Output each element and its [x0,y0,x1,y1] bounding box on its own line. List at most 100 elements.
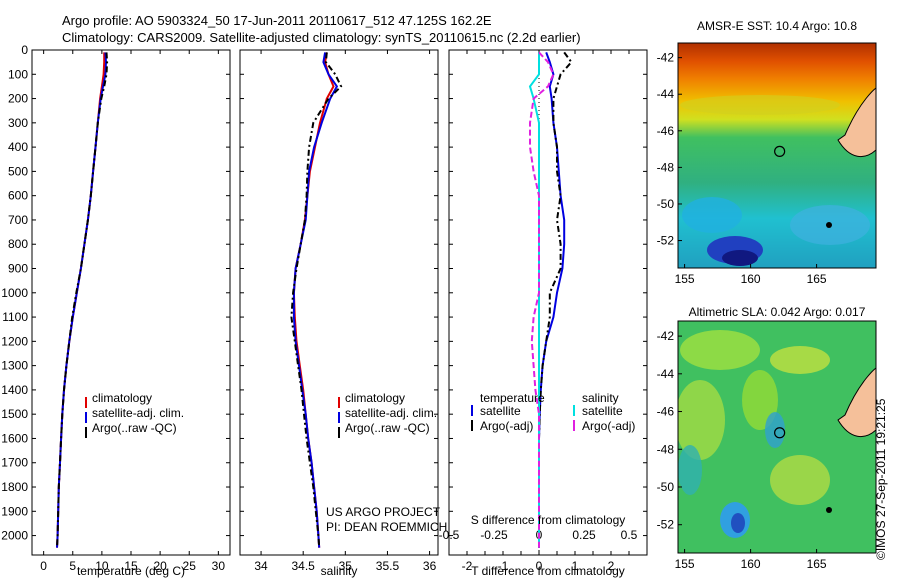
y-tick-label: 1800 [1,480,28,494]
svg-text:Argo(-adj): Argo(-adj) [480,419,533,433]
x-tick-label: -2 [462,559,473,573]
svg-text:climatology: climatology [92,391,152,405]
temperature-axes-box [31,49,231,556]
y-tick-label: 2000 [1,529,28,543]
sla-map-axes: 155 160 165 -42 -44 -46 -48 -50 -52 [657,329,827,571]
temperature-xlabel: temperature (deg C) [77,564,185,578]
s-tick-label: 0.5 [621,528,638,542]
y-tick-label: 400 [8,140,28,154]
svg-text:satellite-adj. clim.: satellite-adj. clim. [92,406,184,420]
profile-line-argo-raw-qc- [56,52,109,548]
map-y-tick-label: -52 [657,518,675,532]
difference-profiles [528,50,573,555]
project-line-2: PI: DEAN ROEMMICH [326,520,447,534]
s-difference-label: S difference from climatology [471,513,626,527]
x-tick-label: 10 [95,559,109,573]
y-tick-label: 1600 [1,431,28,445]
map-x-tick-label: 160 [741,557,761,571]
s-tick-label: -0.25 [480,528,508,542]
map-x-tick-label: 155 [675,272,695,286]
svg-text:satellite: satellite [582,404,623,418]
map-y-tick-label: -52 [657,234,675,248]
temperature-x-axis: 0 5 10 15 20 25 30 [40,50,225,573]
imos-timestamp: ©IMOS 27-Sep-2011 19:21:25 [874,398,888,560]
temperature-legend: climatology satellite-adj. clim. Argo(..… [85,391,184,438]
x-tick-label: 36 [423,559,437,573]
x-tick-label: 25 [183,559,197,573]
sla-map: Altimetric SLA: 0.042 Argo: 0.017 155 160… [657,305,877,571]
sst-map-axes: 155 160 165 -42 -44 -46 -48 -50 -52 [657,51,827,286]
salinity-axes-box [239,49,439,556]
argo-position-marker [774,145,786,157]
map-y-tick-label: -50 [657,197,675,211]
map-y-tick-label: -42 [657,329,675,343]
x-tick-label: 15 [124,559,138,573]
y-tick-label: 1300 [1,359,28,373]
svg-text:temperature: temperature [480,391,545,405]
map-y-tick-label: -42 [657,51,675,65]
salinity-panel: 34 34.5 35 35.5 36 salinity climatology sate… [239,49,447,578]
y-tick-label: 1400 [1,383,28,397]
salinity-legend: climatology satellite-adj. clim. Argo(..… [338,391,437,438]
map-x-tick-label: 155 [675,557,695,571]
svg-text:Argo(..raw -QC): Argo(..raw -QC) [345,421,430,435]
x-tick-label: 5 [69,559,76,573]
project-line-1: US ARGO PROJECT [326,505,441,519]
argo-position-marker [774,427,786,439]
x-tick-label: 30 [212,559,226,573]
t-difference-x-axis: -2 -1 0 1 2 [462,50,630,573]
difference-line-2 [528,52,540,548]
map-y-tick-label: -48 [657,442,675,456]
difference-line-3 [529,51,555,548]
x-tick-label: 2 [608,559,615,573]
profile-line-argo-raw-qc- [290,52,343,548]
y-tick-label: 600 [8,189,28,203]
map-y-tick-label: -48 [657,160,675,174]
y-tick-label: 1500 [1,407,28,421]
y-tick-label: 1000 [1,286,28,300]
y-tick-label: 700 [8,213,28,227]
profile-line-satellite-adj-clim- [292,52,339,548]
sst-map: AMSR-E SST: 10.4 Argo: 10.8 155 160 165 -42… [657,19,877,286]
map-y-tick-label: -44 [657,87,675,101]
svg-text:salinity: salinity [582,391,619,405]
map-y-tick-label: -44 [657,367,675,381]
y-tick-label: 0 [21,43,28,57]
y-tick-label: 1100 [2,310,28,324]
svg-text:climatology: climatology [345,391,405,405]
x-tick-label: -1 [498,559,509,573]
t-difference-xlabel: T difference from climatology [471,564,625,578]
profile-line-satellite-adj-clim- [56,52,108,548]
sst-map-frame [677,42,877,269]
x-tick-label: 34 [254,559,268,573]
svg-text:satellite: satellite [480,404,521,418]
figure-title-1: Argo profile: AO 5903324_50 17-Jun-2011 … [62,13,492,28]
map-x-tick-label: 165 [807,557,827,571]
x-tick-label: 35.5 [376,559,400,573]
map-x-tick-label: 160 [741,272,761,286]
x-tick-label: 34.5 [292,559,316,573]
y-tick-label: 1900 [1,504,28,518]
sla-map-frame [677,320,877,554]
s-tick-label: -0.5 [439,528,460,542]
map-y-tick-label: -46 [657,124,675,138]
figure-title-2: Climatology: CARS2009. Satellite-adjuste… [62,30,581,45]
difference-axes-box [448,49,648,556]
map-x-tick-label: 165 [807,272,827,286]
map-y-tick-label: -46 [657,405,675,419]
temperature-profiles [56,52,109,548]
y-tick-label: 900 [8,262,28,276]
difference-legend: temperature salinity satellite Argo(-adj… [471,391,635,433]
map-y-tick-label: -50 [657,480,675,494]
difference-panel: -2 -1 0 1 2 -0.5 -0.25 0 0.25 0.5 S difference f… [439,49,648,578]
y-tick-label: 300 [8,116,28,130]
salinity-profiles [290,52,343,548]
y-tick-label: 100 [8,67,28,81]
x-tick-label: 1 [572,559,579,573]
depth-axis: 0 100 200 300 400 500 600 700 800 900 1000 1100 1200… [1,43,230,543]
y-tick-label: 1200 [1,334,28,348]
svg-text:Argo(..raw -QC): Argo(..raw -QC) [92,421,177,435]
temperature-panel: 0100200300400500600700800900100011001200… [1,43,231,578]
y-tick-label: 800 [8,237,28,251]
